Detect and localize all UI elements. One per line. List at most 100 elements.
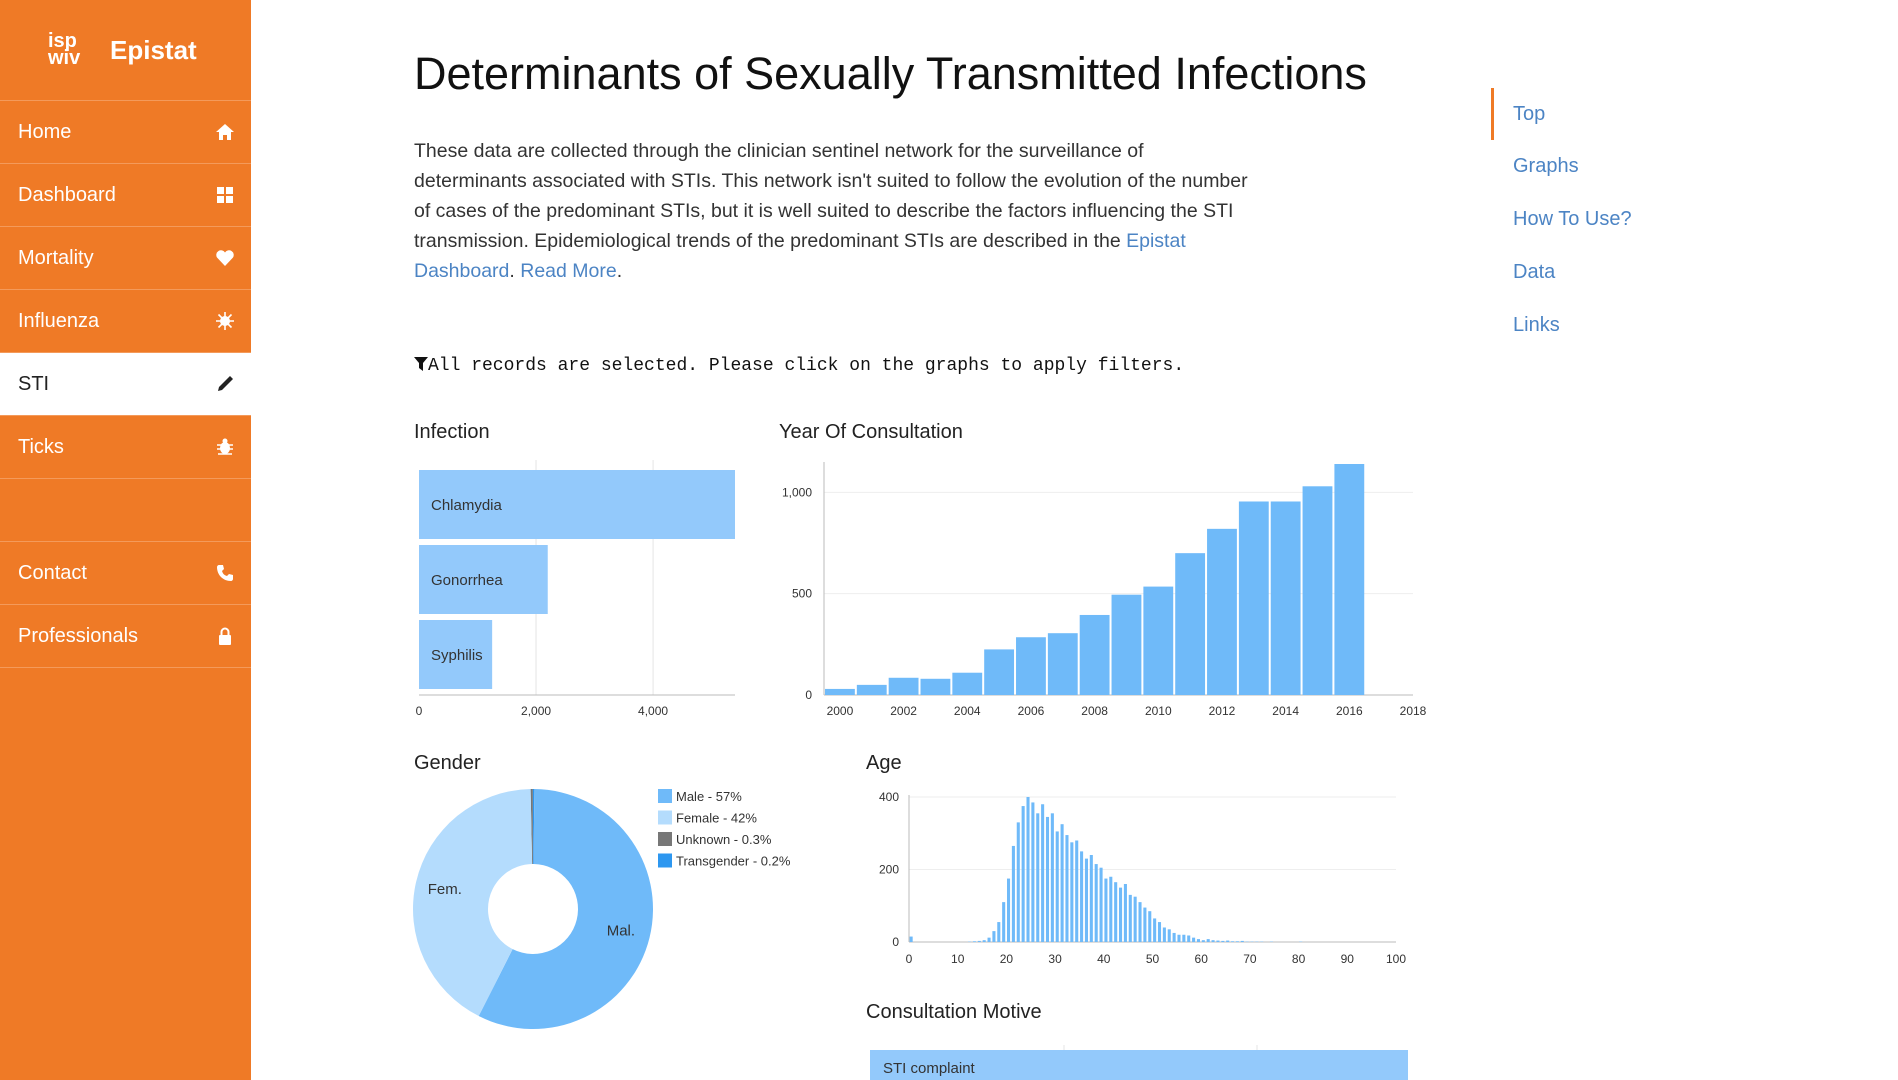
year-bar	[888, 677, 919, 695]
age-x-tick: 60	[1195, 952, 1209, 966]
sidebar-item-sti[interactable]: STI	[0, 353, 251, 416]
sidebar-item-label: Dashboard	[18, 183, 116, 206]
age-y-tick: 400	[879, 790, 899, 804]
sidebar-spacer	[0, 479, 251, 542]
toc-item-graphs[interactable]: Graphs	[1513, 155, 1579, 177]
age-y-tick: 0	[892, 935, 899, 949]
age-bar	[997, 922, 1001, 942]
isp-logo-mark: isp wiv	[48, 30, 81, 69]
age-bar	[1094, 864, 1098, 942]
age-bar	[987, 937, 991, 942]
age-bar	[1099, 867, 1103, 942]
gender-slice	[478, 789, 654, 1029]
age-bar	[1002, 902, 1006, 942]
year-bar	[1111, 594, 1142, 695]
sidebar-item-label: Mortality	[18, 246, 94, 269]
year-y-tick: 1,000	[782, 485, 812, 499]
year-y-tick: 0	[805, 688, 812, 702]
home-icon	[216, 124, 234, 140]
gender-slice	[530, 789, 533, 865]
toc-item-links[interactable]: Links	[1513, 314, 1560, 336]
age-bar	[1011, 845, 1015, 942]
sidebar-item-professionals[interactable]: Professionals	[0, 605, 251, 668]
gender-legend-swatch	[658, 810, 672, 825]
year-x-tick: 2008	[1081, 704, 1108, 718]
sidebar-item-mortality[interactable]: Mortality	[0, 227, 251, 290]
infection-bar	[419, 545, 548, 614]
age-bar	[1050, 813, 1054, 942]
gender-slice-label: Mal.	[607, 923, 635, 940]
age-bar	[909, 936, 913, 942]
sidebar-item-home[interactable]: Home	[0, 101, 251, 164]
age-bar	[1075, 840, 1079, 942]
sidebar-item-ticks[interactable]: Ticks	[0, 416, 251, 479]
age-bar	[1167, 929, 1171, 942]
age-bar	[1221, 940, 1225, 942]
virus-icon	[216, 312, 234, 330]
year-x-tick: 2016	[1336, 704, 1363, 718]
age-bar	[1143, 907, 1147, 942]
year-bar	[1270, 501, 1301, 695]
year-bar	[1047, 633, 1078, 695]
year-bar	[1207, 528, 1237, 695]
year-bar	[825, 688, 855, 695]
toc-rest: Graphs How To Use? Data Links	[1491, 140, 1632, 352]
age-bar	[1065, 835, 1069, 942]
year-bar	[1143, 586, 1174, 695]
year-bar	[920, 678, 951, 695]
age-bar	[972, 941, 976, 942]
age-bar	[1206, 939, 1210, 942]
age-chart-title: Age	[866, 752, 902, 774]
gender-legend-swatch	[658, 832, 672, 846]
age-bar	[1070, 842, 1074, 942]
age-x-tick: 70	[1243, 952, 1257, 966]
age-bar	[1187, 935, 1191, 942]
sidebar: isp wiv Epistat Home Dashboard Mortality…	[0, 0, 251, 1080]
age-x-tick: 80	[1292, 952, 1306, 966]
year-bar	[984, 649, 1015, 695]
gender-legend-swatch	[658, 789, 672, 803]
age-x-tick: 40	[1097, 952, 1111, 966]
year-bar	[952, 672, 983, 695]
infection-bar-label: Gonorrhea	[431, 572, 503, 589]
year-bar	[1175, 553, 1206, 695]
read-more-link[interactable]: Read More	[520, 260, 617, 282]
sidebar-item-dashboard[interactable]: Dashboard	[0, 164, 251, 227]
heart-icon	[216, 250, 234, 266]
toc-item-how-to-use[interactable]: How To Use?	[1513, 208, 1632, 230]
year-bar	[1302, 486, 1333, 695]
year-x-tick: 2004	[954, 704, 981, 718]
pencil-icon	[218, 376, 233, 391]
age-bar	[992, 931, 996, 942]
age-bar	[1128, 894, 1132, 942]
filter-icon	[414, 357, 428, 371]
consultation-motive-chart-title: Consultation Motive	[866, 1001, 1042, 1023]
age-bar	[1080, 851, 1084, 942]
intro-end: .	[616, 260, 623, 282]
epistat-dashboard-link[interactable]: Epistat Dashboard	[414, 230, 1186, 282]
toc-item-data[interactable]: Data	[1513, 261, 1556, 283]
filter-status: All records are selected. Please click o…	[414, 356, 1184, 376]
age-bar	[1031, 802, 1035, 942]
age-bar	[1138, 902, 1142, 942]
gender-chart-title: Gender	[414, 752, 481, 774]
age-x-tick: 10	[951, 952, 965, 966]
age-bar	[1104, 878, 1108, 942]
age-bar	[1060, 824, 1064, 942]
toc-item-top[interactable]: Top	[1513, 103, 1546, 125]
lock-icon	[219, 627, 231, 645]
age-x-tick: 0	[906, 952, 913, 966]
sidebar-item-label: STI	[18, 372, 50, 395]
age-x-tick: 90	[1341, 952, 1355, 966]
sidebar-item-label: Contact	[18, 561, 87, 584]
gender-legend-label: Female - 42%	[676, 811, 757, 826]
infection-bar	[419, 620, 493, 689]
logo[interactable]: isp wiv Epistat	[0, 0, 251, 101]
sidebar-item-label: Influenza	[18, 309, 100, 332]
infection-bar-label: Chlamydia	[431, 497, 503, 514]
sidebar-item-contact[interactable]: Contact	[0, 542, 251, 605]
sidebar-item-influenza[interactable]: Influenza	[0, 290, 251, 353]
age-x-tick: 50	[1146, 952, 1160, 966]
age-bar	[1119, 887, 1123, 942]
brand-name: Epistat	[110, 34, 197, 65]
